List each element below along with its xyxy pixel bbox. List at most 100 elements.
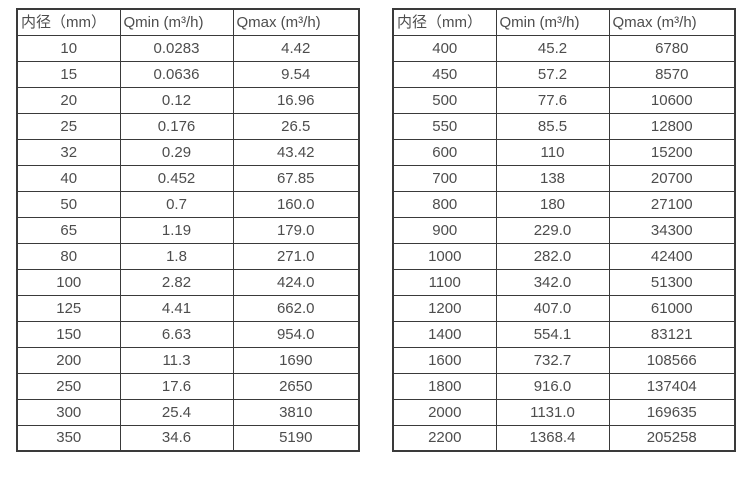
diameter-cell: 15 — [16, 60, 121, 88]
diameter-cell: 125 — [16, 294, 121, 322]
table-row: 80 1.8 271.0 — [16, 242, 360, 270]
table-row: 1100 342.0 51300 — [392, 268, 736, 296]
qmax-cell: 5190 — [232, 424, 360, 452]
qmin-cell: 1368.4 — [495, 424, 610, 452]
qmin-cell: 0.176 — [119, 112, 234, 140]
qmax-cell: 20700 — [608, 164, 736, 192]
qmax-cell: 26.5 — [232, 112, 360, 140]
qmin-column-header: Qmin (m³/h) — [495, 8, 610, 36]
table-row: 2200 1368.4 205258 — [392, 424, 736, 452]
qmax-cell: 137404 — [608, 372, 736, 400]
table-row: 10 0.0283 4.42 — [16, 34, 360, 62]
qmax-cell: 27100 — [608, 190, 736, 218]
table-row: 40 0.452 67.85 — [16, 164, 360, 192]
diameter-cell: 1100 — [392, 268, 497, 296]
diameter-cell: 2000 — [392, 398, 497, 426]
qmin-cell: 1.8 — [119, 242, 234, 270]
qmin-cell: 4.41 — [119, 294, 234, 322]
qmin-cell: 0.0283 — [119, 34, 234, 62]
table-row: 1000 282.0 42400 — [392, 242, 736, 270]
diameter-cell: 50 — [16, 190, 121, 218]
diameter-cell: 65 — [16, 216, 121, 244]
qmax-cell: 10600 — [608, 86, 736, 114]
table-row: 150 6.63 954.0 — [16, 320, 360, 348]
qmin-cell: 282.0 — [495, 242, 610, 270]
qmax-cell: 160.0 — [232, 190, 360, 218]
table-row: 200 11.3 1690 — [16, 346, 360, 374]
table-row: 900 229.0 34300 — [392, 216, 736, 244]
qmin-cell: 45.2 — [495, 34, 610, 62]
diameter-cell: 25 — [16, 112, 121, 140]
table-row: 1200 407.0 61000 — [392, 294, 736, 322]
qmin-cell: 0.29 — [119, 138, 234, 166]
diameter-cell: 450 — [392, 60, 497, 88]
qmin-cell: 0.452 — [119, 164, 234, 192]
qmax-column-header: Qmax (m³/h) — [232, 8, 360, 36]
diameter-cell: 1600 — [392, 346, 497, 374]
header-row: 内径（mm） Qmin (m³/h) Qmax (m³/h) — [16, 8, 360, 36]
qmax-cell: 61000 — [608, 294, 736, 322]
table-row: 20 0.12 16.96 — [16, 86, 360, 114]
qmin-cell: 732.7 — [495, 346, 610, 374]
diameter-cell: 550 — [392, 112, 497, 140]
table-row: 125 4.41 662.0 — [16, 294, 360, 322]
diameter-cell: 80 — [16, 242, 121, 270]
diameter-cell: 700 — [392, 164, 497, 192]
table-row: 32 0.29 43.42 — [16, 138, 360, 166]
diameter-cell: 500 — [392, 86, 497, 114]
diameter-cell: 250 — [16, 372, 121, 400]
qmax-cell: 205258 — [608, 424, 736, 452]
diameter-column-header: 内径（mm） — [392, 8, 497, 36]
table-row: 1400 554.1 83121 — [392, 320, 736, 348]
qmax-cell: 108566 — [608, 346, 736, 374]
table-row: 2000 1131.0 169635 — [392, 398, 736, 426]
table-row: 65 1.19 179.0 — [16, 216, 360, 244]
qmin-cell: 85.5 — [495, 112, 610, 140]
qmax-cell: 2650 — [232, 372, 360, 400]
qmin-cell: 17.6 — [119, 372, 234, 400]
qmax-cell: 954.0 — [232, 320, 360, 348]
table-row: 350 34.6 5190 — [16, 424, 360, 452]
qmin-cell: 11.3 — [119, 346, 234, 374]
qmax-cell: 662.0 — [232, 294, 360, 322]
qmax-cell: 83121 — [608, 320, 736, 348]
spec-tables-page: 内径（mm） Qmin (m³/h) Qmax (m³/h) 10 0.0283 4.42… — [16, 8, 736, 452]
qmax-cell: 271.0 — [232, 242, 360, 270]
qmin-cell: 229.0 — [495, 216, 610, 244]
qmax-cell: 15200 — [608, 138, 736, 166]
diameter-cell: 800 — [392, 190, 497, 218]
qmin-cell: 138 — [495, 164, 610, 192]
qmin-cell: 57.2 — [495, 60, 610, 88]
qmin-cell: 1131.0 — [495, 398, 610, 426]
diameter-cell: 32 — [16, 138, 121, 166]
qmax-cell: 51300 — [608, 268, 736, 296]
qmax-cell: 67.85 — [232, 164, 360, 192]
diameter-cell: 10 — [16, 34, 121, 62]
diameter-cell: 1200 — [392, 294, 497, 322]
qmax-cell: 169635 — [608, 398, 736, 426]
diameter-cell: 300 — [16, 398, 121, 426]
diameter-cell: 20 — [16, 86, 121, 114]
qmin-cell: 0.0636 — [119, 60, 234, 88]
flow-table-right: 内径（mm） Qmin (m³/h) Qmax (m³/h) 400 45.2 6780 4… — [392, 8, 736, 452]
diameter-cell: 2200 — [392, 424, 497, 452]
diameter-cell: 900 — [392, 216, 497, 244]
qmin-cell: 916.0 — [495, 372, 610, 400]
table-row: 250 17.6 2650 — [16, 372, 360, 400]
qmin-cell: 407.0 — [495, 294, 610, 322]
qmax-cell: 9.54 — [232, 60, 360, 88]
header-row: 内径（mm） Qmin (m³/h) Qmax (m³/h) — [392, 8, 736, 36]
qmax-cell: 179.0 — [232, 216, 360, 244]
qmax-cell: 424.0 — [232, 268, 360, 296]
diameter-column-header: 内径（mm） — [16, 8, 121, 36]
table-row: 600 110 15200 — [392, 138, 736, 166]
table-row: 50 0.7 160.0 — [16, 190, 360, 218]
qmin-cell: 0.7 — [119, 190, 234, 218]
qmax-cell: 42400 — [608, 242, 736, 270]
qmin-cell: 180 — [495, 190, 610, 218]
diameter-cell: 1800 — [392, 372, 497, 400]
flow-table-left: 内径（mm） Qmin (m³/h) Qmax (m³/h) 10 0.0283 4.42… — [16, 8, 360, 452]
qmin-cell: 110 — [495, 138, 610, 166]
diameter-cell: 1000 — [392, 242, 497, 270]
table-row: 800 180 27100 — [392, 190, 736, 218]
